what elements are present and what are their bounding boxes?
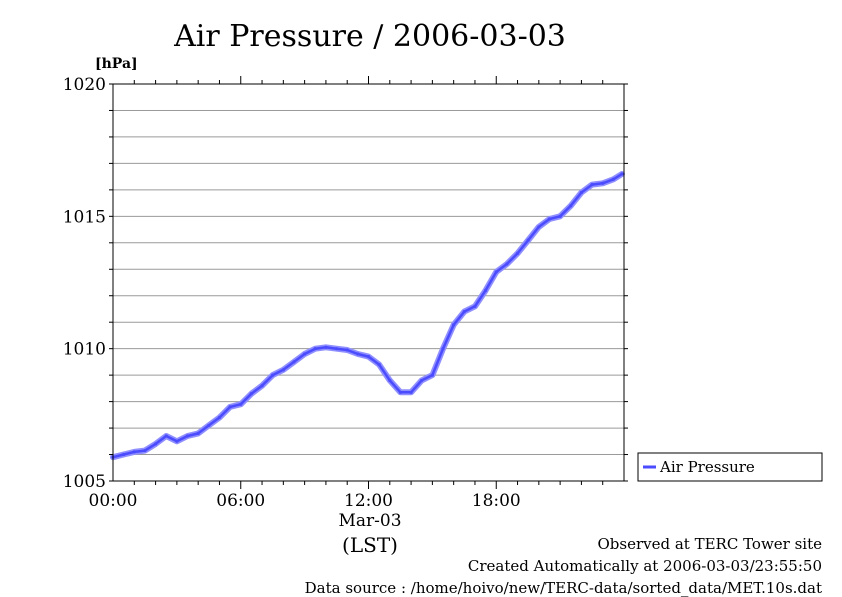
footer-source: Data source : /home/hoivo/new/TERC-data/… bbox=[304, 579, 822, 597]
y-tick-label: 1010 bbox=[63, 340, 106, 360]
data-point bbox=[153, 442, 158, 446]
data-point bbox=[526, 238, 530, 242]
legend-label: Air Pressure bbox=[659, 458, 755, 476]
data-point bbox=[430, 373, 434, 377]
data-point bbox=[271, 373, 275, 377]
data-point bbox=[143, 448, 147, 453]
data-point bbox=[452, 323, 456, 327]
data-point bbox=[366, 355, 371, 359]
data-point bbox=[473, 304, 477, 308]
data-point bbox=[547, 217, 552, 221]
y-tick-labels: 1005 1010 1015 1020 bbox=[63, 75, 106, 492]
data-point bbox=[484, 288, 488, 293]
data-point bbox=[579, 190, 584, 195]
data-point bbox=[515, 251, 520, 255]
x-tick-label: 12:00 bbox=[344, 491, 393, 511]
data-point bbox=[462, 310, 466, 314]
y-tick-label: 1005 bbox=[63, 472, 106, 492]
data-point bbox=[345, 348, 349, 352]
data-point bbox=[601, 181, 605, 185]
data-point bbox=[239, 402, 243, 406]
data-point bbox=[505, 262, 509, 266]
y-axis-unit: [hPa] bbox=[95, 56, 138, 72]
data-point bbox=[611, 177, 615, 181]
data-point bbox=[324, 345, 328, 349]
data-point bbox=[122, 452, 126, 457]
data-point bbox=[175, 439, 179, 443]
data-point bbox=[409, 390, 413, 394]
series-layer bbox=[110, 171, 625, 461]
x-tick-label: 18:00 bbox=[472, 491, 521, 511]
data-point bbox=[441, 347, 445, 351]
data-point bbox=[164, 434, 168, 438]
data-point bbox=[260, 384, 264, 388]
data-point bbox=[620, 172, 624, 176]
data-point bbox=[228, 405, 232, 409]
data-point bbox=[281, 368, 285, 372]
x-tick-labels: 00:00 06:00 12:00 18:00 bbox=[89, 491, 521, 511]
data-point bbox=[334, 347, 339, 351]
chart-title: Air Pressure / 2006-03-03 bbox=[173, 19, 566, 54]
data-point bbox=[292, 360, 296, 364]
x-tick-label: 00:00 bbox=[89, 491, 138, 511]
data-point bbox=[185, 434, 190, 438]
tick-marks bbox=[109, 76, 628, 489]
data-point bbox=[217, 415, 222, 420]
grid-lines bbox=[113, 109, 624, 456]
data-point bbox=[313, 347, 317, 351]
legend: Air Pressure bbox=[637, 452, 823, 482]
data-point bbox=[249, 392, 253, 396]
plot-frame bbox=[112, 83, 625, 482]
data-point bbox=[207, 423, 211, 428]
x-tick-label: 06:00 bbox=[216, 491, 265, 511]
data-point bbox=[420, 378, 424, 383]
data-point bbox=[569, 204, 573, 208]
y-tick-label: 1015 bbox=[63, 207, 106, 227]
footer-site: Observed at TERC Tower site bbox=[597, 535, 822, 553]
data-point bbox=[132, 450, 136, 454]
data-point bbox=[558, 214, 562, 218]
date-label: Mar-03 bbox=[338, 511, 401, 531]
y-tick-label: 1020 bbox=[63, 75, 106, 95]
data-point bbox=[537, 225, 541, 229]
data-point bbox=[303, 352, 307, 356]
x-axis-label: (LST) bbox=[342, 533, 398, 557]
data-point bbox=[398, 390, 403, 394]
data-point bbox=[377, 362, 381, 367]
data-point bbox=[494, 270, 498, 274]
footer-created: Created Automatically at 2006-03-03/23:5… bbox=[467, 557, 822, 575]
data-point bbox=[388, 378, 392, 383]
data-point bbox=[356, 352, 360, 356]
legend-box bbox=[637, 452, 823, 482]
data-point bbox=[590, 182, 594, 187]
data-point bbox=[196, 431, 200, 435]
